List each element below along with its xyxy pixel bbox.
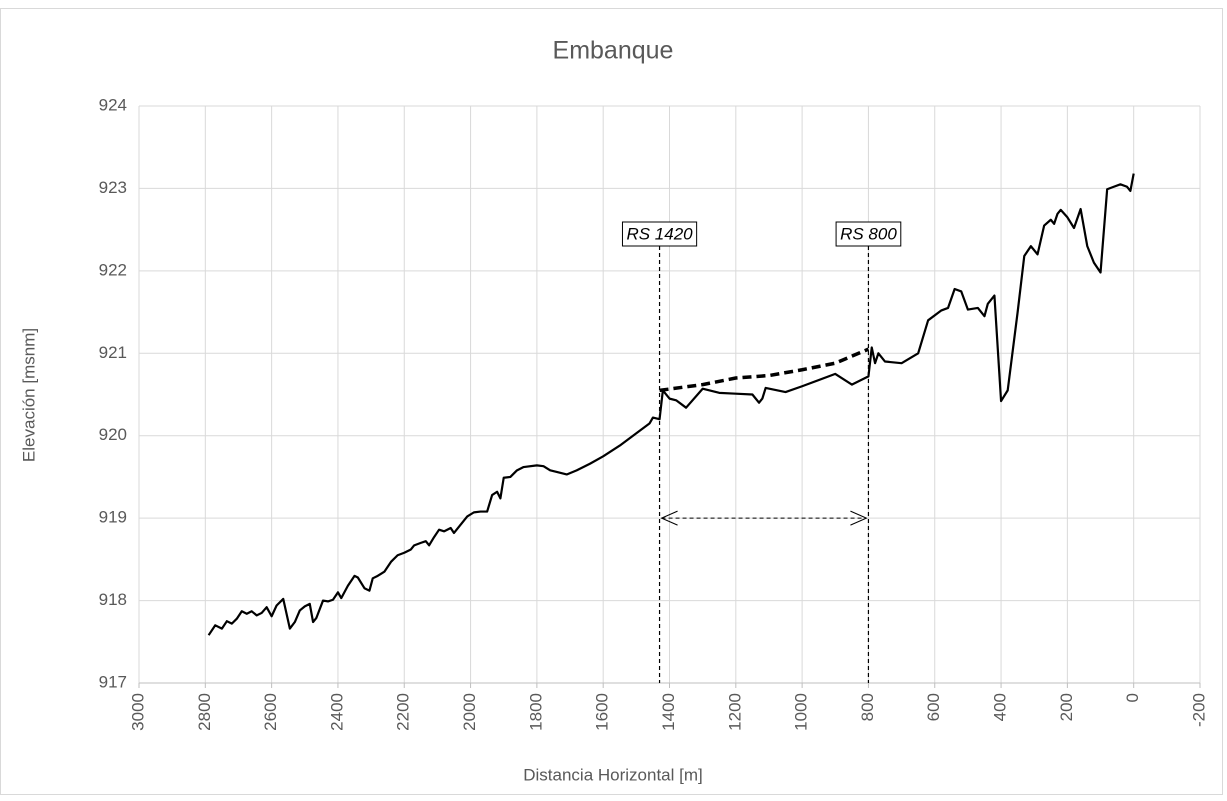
chart-title: Embanque [553,37,674,65]
x-tick-label: 400 [991,693,1010,721]
x-tick-label: -200 [1189,693,1208,727]
x-tick-label: 1000 [792,693,811,731]
y-tick-label: 918 [99,590,127,609]
y-tick-label: 917 [99,672,127,691]
y-axis-label: Elevación [msnm] [19,328,38,462]
x-tick-label: 3000 [128,693,147,731]
y-tick-label: 919 [99,508,127,527]
x-tick-label: 0 [1123,693,1142,702]
section-label-box [621,221,698,247]
chart-border [0,8,1223,795]
x-tick-label: 2600 [261,693,280,731]
x-tick-label: 1800 [526,693,545,731]
y-tick-label: 922 [99,260,127,279]
y-tick-label: 923 [99,178,127,197]
y-tick-label: 920 [99,425,127,444]
line-series [207,173,1135,636]
x-tick-label: 1600 [593,693,612,731]
x-tick-label: 2400 [327,693,346,731]
x-tick-label: 2000 [460,693,479,731]
section-label: RS 1420 [626,224,693,243]
arrow-head [660,510,678,526]
x-tick-label: 1400 [659,693,678,731]
x-tick-label: 800 [858,693,877,721]
x-tick-label: 600 [924,693,943,721]
x-tick-label: 2800 [195,693,214,731]
x-tick-label: 1200 [725,693,744,731]
x-axis-label: Distancia Horizontal [m] [523,765,703,784]
section-label: RS 800 [840,224,897,243]
arrow-head [850,510,868,526]
section-label-box [835,221,902,247]
y-tick-label: 924 [99,95,127,114]
x-tick-label: 200 [1057,693,1076,721]
y-tick-label: 921 [99,343,127,362]
x-tick-label: 2200 [394,693,413,731]
line-series [659,347,870,393]
